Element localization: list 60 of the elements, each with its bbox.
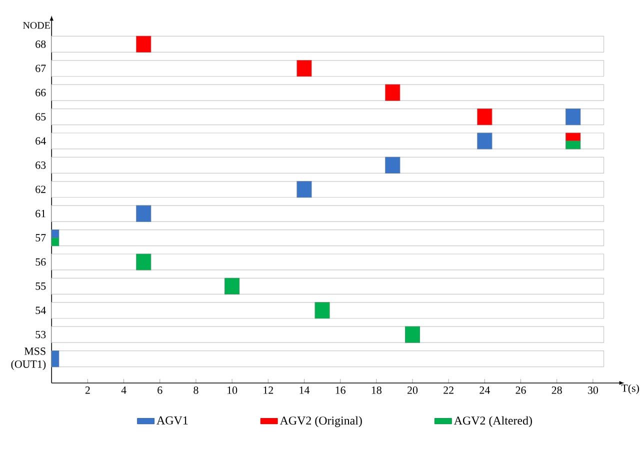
bar [477,132,492,150]
x-tick-label: 6 [158,386,162,394]
bar [51,350,60,368]
bar [136,36,152,52]
y-tick-label: 64 [36,137,46,145]
bar [136,205,152,222]
bar [51,84,604,101]
x-tick-label: 24 [480,386,490,394]
bar [224,278,240,294]
bar [51,254,604,270]
x-axis-title: T(s) [621,384,639,394]
bar [296,60,312,77]
x-tick-label: 4 [121,386,126,394]
y-tick-label: MSS (OUT1) [11,348,46,370]
bar [296,181,312,198]
x-tick-label: 16 [336,386,346,394]
legend-label: AGV2 (Altered) [454,416,532,428]
x-tick-label: 18 [372,386,382,394]
bar [51,36,604,52]
x-tick-label: 2 [85,386,90,394]
y-axis-title: NODE [23,22,50,29]
x-tick-label: 30 [588,386,598,394]
bar [404,326,420,343]
y-tick-label: 53 [36,330,46,338]
bar [51,132,604,150]
y-tick-label: 66 [36,88,46,96]
legend-label: AGV2 (Original) [280,416,362,428]
x-tick-label: 20 [408,386,418,394]
bar [51,205,604,222]
bar [385,156,400,174]
y-tick-label: 55 [36,282,46,290]
y-tick-label: 65 [36,113,46,120]
y-tick-label: 68 [36,40,46,48]
bar [51,302,604,319]
y-tick-label: 57 [36,234,46,242]
legend-label: AGV1 [156,416,188,425]
bar [51,60,604,77]
x-tick-label: 22 [444,386,454,394]
x-tick-label: 12 [264,386,274,394]
bar [136,254,152,270]
x-tick-label: 26 [516,386,526,394]
x-tick-label: 8 [194,386,198,394]
y-tick-label: 62 [36,186,46,194]
bar [51,278,604,294]
y-tick-label: 54 [36,306,46,314]
bar [566,108,581,126]
x-tick-label: 10 [228,386,238,394]
y-tick-label: 56 [36,258,46,266]
y-tick-label: 63 [36,162,46,169]
bar [51,108,604,126]
bar [51,326,604,343]
x-tick-label: 14 [300,386,310,394]
bar [51,181,604,198]
y-tick-label: 61 [36,210,46,218]
y-tick-label: 67 [36,64,46,72]
bar [314,302,330,319]
x-tick-label: 28 [552,386,562,394]
bar [51,156,604,174]
bar [477,108,492,126]
bar [385,84,400,101]
